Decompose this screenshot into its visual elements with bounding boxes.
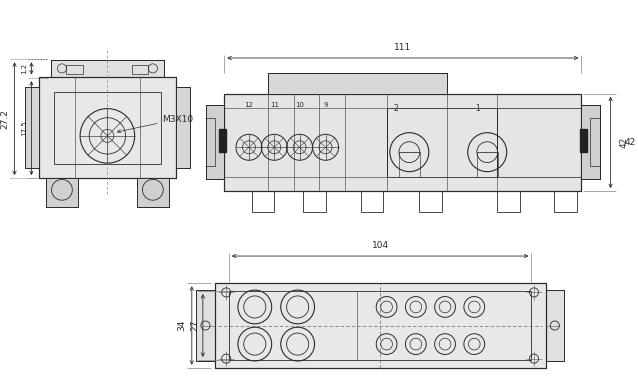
Bar (269, 73, 447, 94)
Bar (304, 191, 326, 212)
Text: 27.2: 27.2 (1, 109, 10, 129)
Bar (581, 106, 600, 179)
Bar (132, 65, 148, 74)
Bar (251, 191, 274, 212)
Text: 111: 111 (394, 43, 412, 52)
Bar (39, 77, 175, 178)
Bar (554, 191, 577, 212)
Bar (269, 73, 447, 94)
Bar (137, 178, 169, 207)
Bar (206, 106, 225, 179)
Bar (545, 290, 564, 361)
Bar (387, 108, 497, 177)
Text: 11: 11 (270, 102, 279, 108)
Bar (25, 87, 39, 169)
Bar (497, 191, 520, 212)
Bar (39, 77, 175, 178)
Text: 42: 42 (625, 138, 636, 147)
Bar (175, 87, 190, 169)
Text: 17.5: 17.5 (22, 120, 27, 136)
Bar (66, 65, 83, 74)
Bar (225, 94, 581, 191)
Bar (214, 283, 545, 368)
Bar (51, 60, 164, 78)
Bar (225, 94, 581, 191)
Bar (545, 290, 564, 361)
Text: 104: 104 (371, 240, 389, 249)
Text: 12: 12 (244, 102, 253, 108)
Text: 27: 27 (190, 320, 199, 331)
Bar (175, 87, 190, 169)
Text: 1: 1 (475, 104, 480, 113)
Text: M3X10: M3X10 (117, 115, 194, 133)
Bar (360, 191, 383, 212)
Bar (206, 106, 225, 179)
Bar (46, 178, 78, 207)
Text: 42: 42 (619, 137, 629, 148)
Text: 10: 10 (295, 102, 304, 108)
Bar (591, 118, 600, 167)
Bar (214, 283, 545, 368)
Bar (219, 129, 226, 152)
Bar (25, 87, 39, 169)
Bar (229, 291, 531, 360)
Bar (197, 290, 214, 361)
Bar (497, 108, 581, 177)
Text: 34: 34 (177, 320, 187, 331)
Text: 9: 9 (323, 102, 328, 108)
Bar (137, 178, 169, 207)
Bar (580, 129, 586, 152)
Bar (46, 178, 78, 207)
Bar (581, 106, 600, 179)
Bar (51, 60, 164, 78)
Bar (197, 290, 214, 361)
Bar (206, 118, 215, 167)
Text: 1.2: 1.2 (22, 63, 27, 74)
Bar (419, 191, 441, 212)
Bar (54, 92, 161, 164)
Text: 2: 2 (394, 104, 399, 113)
